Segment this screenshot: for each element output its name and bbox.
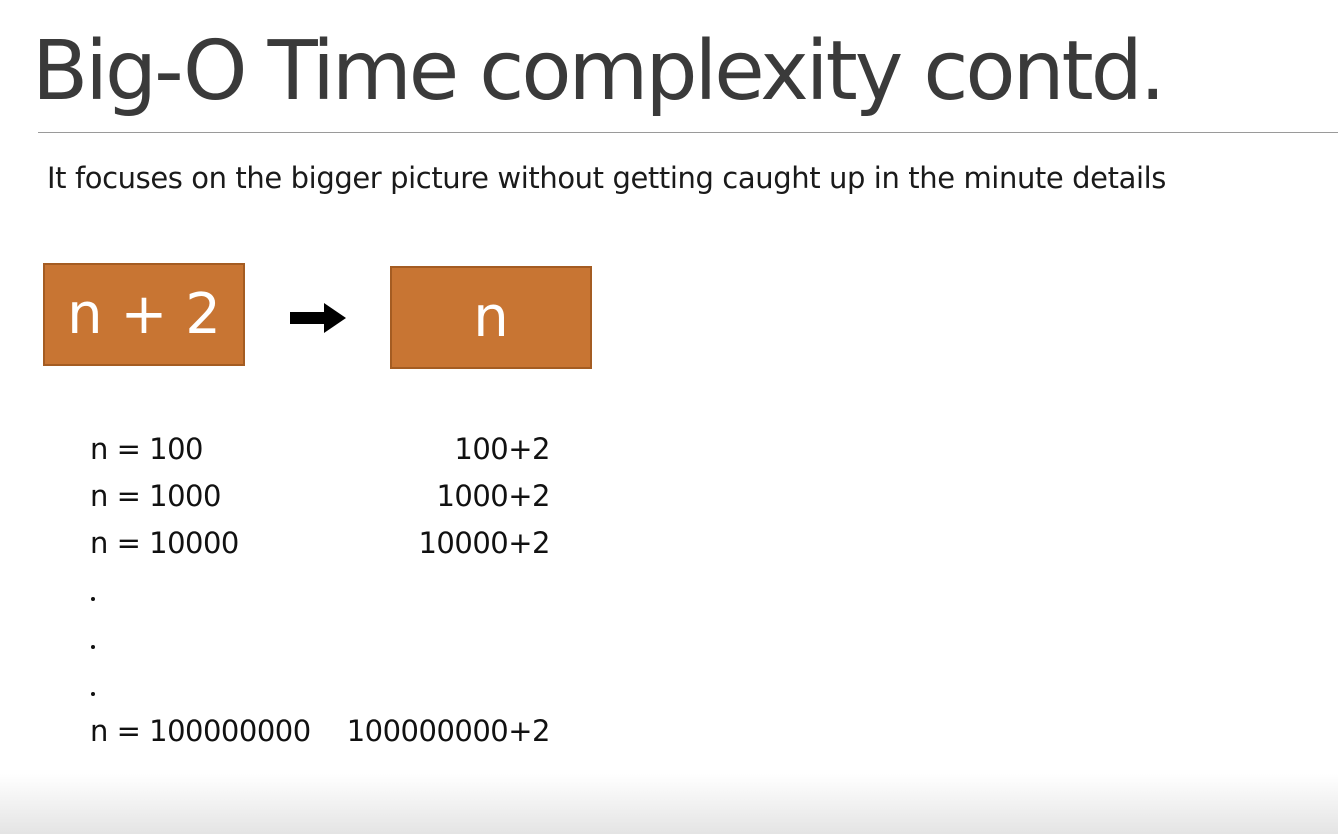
- slide-title: Big-O Time complexity contd.: [32, 24, 1166, 119]
- expression-box-n-plus-2-label: n + 2: [67, 281, 221, 347]
- right-arrow-icon: [290, 303, 346, 333]
- row-n-value: n = 10000: [90, 526, 239, 560]
- bottom-shadow: [0, 774, 1338, 834]
- expression-box-n-plus-2: n + 2: [43, 263, 245, 366]
- row-result-value: 100000000+2: [346, 714, 551, 748]
- row-n-value: n = 100000000: [90, 714, 311, 748]
- slide-subtitle: It focuses on the bigger picture without…: [47, 161, 1166, 195]
- title-divider: [38, 132, 1338, 133]
- ellipsis-dot: [91, 645, 95, 649]
- row-n-value: n = 100: [90, 432, 203, 466]
- expression-box-n-label: n: [473, 284, 509, 350]
- ellipsis-dot: [91, 597, 95, 601]
- expression-box-n: n: [390, 266, 592, 369]
- row-result-value: 1000+2: [436, 479, 550, 513]
- row-result-value: 10000+2: [418, 526, 550, 560]
- row-n-value: n = 1000: [90, 479, 221, 513]
- row-result-value: 100+2: [454, 432, 550, 466]
- ellipsis-dot: [91, 692, 95, 696]
